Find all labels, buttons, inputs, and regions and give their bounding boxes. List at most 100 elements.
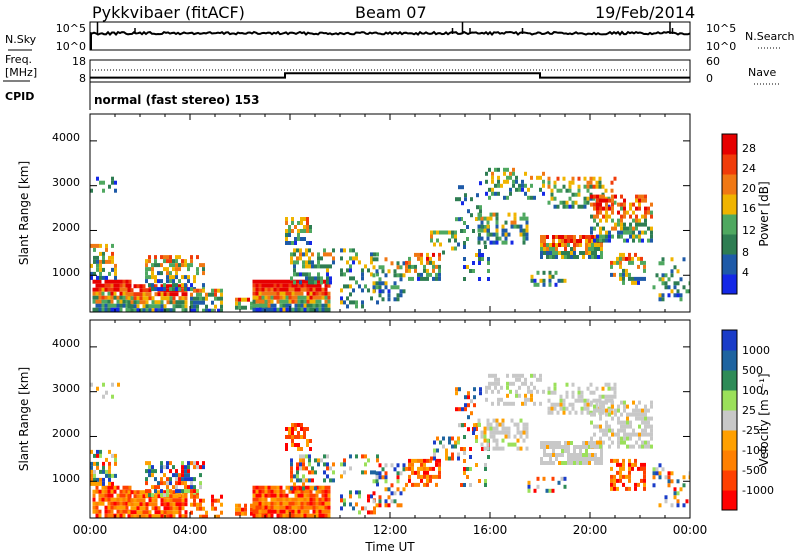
power-cell (402, 289, 406, 294)
power-cell (438, 256, 441, 261)
velocity-cell (291, 427, 294, 431)
power-cell (539, 187, 542, 192)
velocity-cell (423, 470, 426, 475)
velocity-cell (258, 493, 262, 498)
velocity-cell (244, 507, 247, 512)
power-cell (99, 263, 102, 268)
velocity-cell (629, 432, 632, 437)
power-cell (111, 259, 114, 264)
velocity-cell (128, 485, 132, 490)
velocity-cell (199, 514, 202, 518)
velocity-cell (470, 411, 473, 416)
velocity-cell (117, 382, 120, 387)
velocity-cell (148, 514, 152, 518)
power-cell (175, 263, 178, 268)
power-cell (317, 260, 320, 265)
power-cell (172, 308, 176, 312)
power-cell (285, 229, 288, 233)
power-cell (605, 238, 608, 243)
power-cell (181, 296, 185, 301)
power-colorbar-swatch (722, 154, 737, 175)
velocity-cell (571, 382, 575, 387)
velocity-cell (291, 439, 294, 443)
power-cell (632, 226, 635, 231)
power-cell (507, 232, 511, 237)
velocity-cell (647, 416, 650, 421)
power-cell (470, 197, 473, 202)
power-cell (600, 251, 603, 255)
velocity-cell (163, 506, 167, 511)
power-cell (294, 225, 297, 229)
power-cell (599, 238, 602, 243)
velocity-cell (102, 477, 105, 482)
power-cell (664, 285, 668, 290)
power-cell (688, 281, 690, 286)
power-cell (626, 226, 629, 231)
velocity-cell (294, 513, 298, 518)
velocity-cell (558, 445, 561, 449)
power-cell (582, 235, 585, 239)
velocity-cell (151, 514, 155, 518)
velocity-cell (184, 469, 187, 474)
power-cell (172, 267, 175, 272)
velocity-cell (650, 416, 653, 421)
velocity-cell (475, 439, 478, 443)
power-cell (166, 267, 169, 272)
velocity-cell (605, 420, 608, 425)
velocity-cell (423, 482, 426, 487)
velocity-cell (235, 503, 238, 508)
power-cell (309, 283, 313, 288)
power-cell (647, 210, 650, 215)
velocity-cell (98, 497, 102, 502)
power-cell (638, 238, 641, 243)
power-cell (629, 234, 632, 239)
power-cell (169, 271, 172, 276)
power-cell (346, 304, 349, 309)
velocity-cell (617, 408, 620, 413)
velocity-cell (148, 473, 151, 478)
power-cell (187, 279, 190, 284)
power-cell (586, 188, 590, 193)
velocity-cell (384, 475, 388, 480)
velocity-cell (620, 424, 623, 429)
velocity-cell (485, 389, 488, 394)
power-cell (166, 271, 169, 276)
power-cell (527, 195, 530, 200)
power-cell (464, 197, 467, 202)
power-cell (220, 288, 223, 293)
power-cell (658, 277, 662, 282)
power-cell (145, 267, 148, 272)
velocity-cell (267, 501, 271, 506)
xtick-0800: 08:00 (273, 523, 308, 537)
velocity-cell (244, 511, 247, 516)
velocity-cell (114, 453, 117, 458)
power-cell (661, 281, 665, 286)
power-cell (509, 171, 512, 176)
power-cell (638, 222, 641, 227)
power-cell (635, 218, 638, 223)
velocity-cell (104, 497, 108, 502)
power-cell (327, 295, 331, 300)
power-cell (442, 250, 445, 255)
velocity-cell (613, 478, 616, 483)
velocity-cell (127, 502, 131, 507)
power-cell (108, 255, 111, 260)
power-cell (320, 280, 323, 285)
velocity-cell (582, 441, 585, 445)
velocity-cell (299, 478, 302, 483)
power-cell (92, 295, 96, 300)
power-cell (497, 175, 500, 180)
power-cell (594, 255, 597, 259)
power-cell (620, 222, 623, 227)
velocity-cell (563, 476, 567, 481)
velocity-cell (273, 485, 277, 490)
velocity-cell (101, 497, 105, 502)
power-cell (685, 289, 689, 294)
power-cell (196, 292, 199, 297)
power-cell (288, 287, 292, 292)
power-cell (591, 247, 594, 251)
power-cell (405, 268, 408, 273)
power-cell (596, 238, 599, 243)
velocity-cell (299, 466, 302, 471)
power-cell (605, 230, 608, 235)
